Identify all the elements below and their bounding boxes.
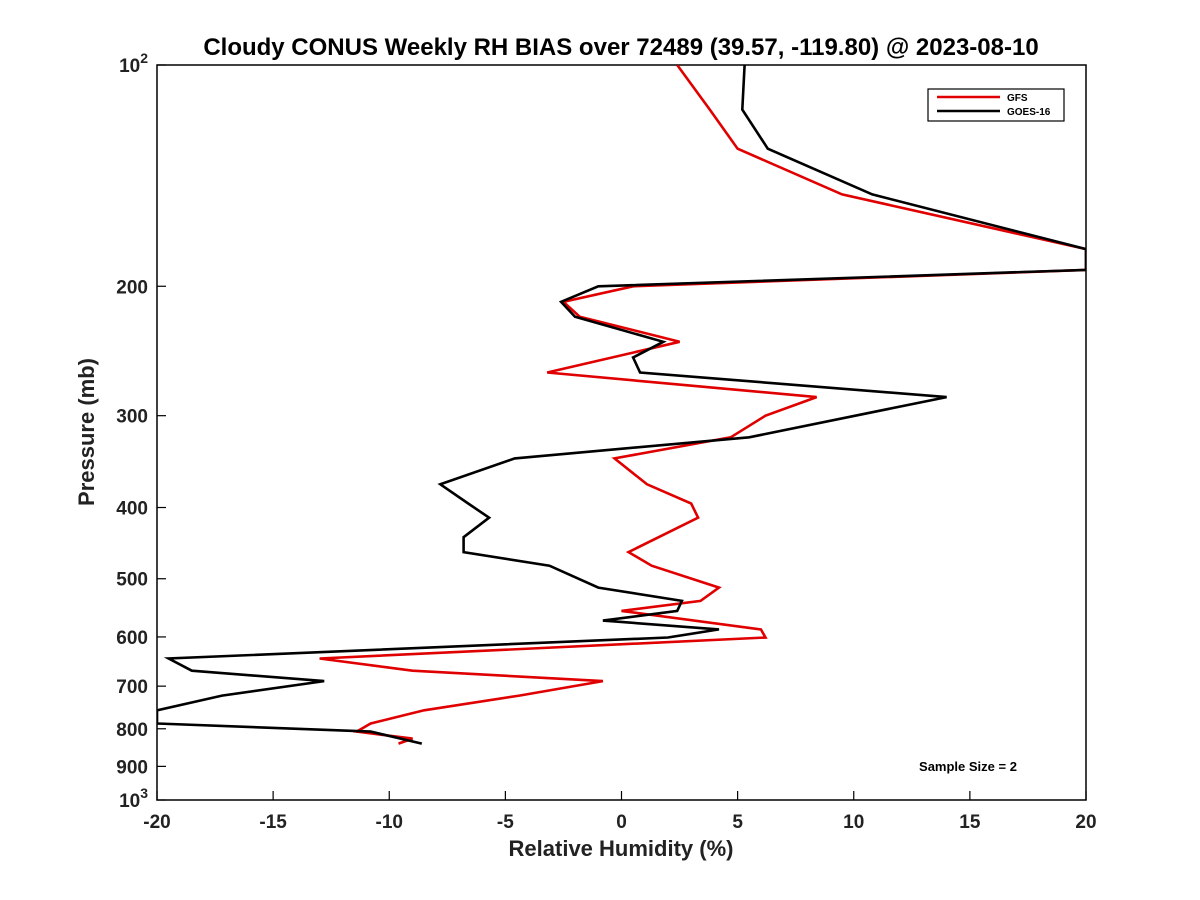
- y-tick-label: 102: [119, 50, 148, 77]
- x-tick-label: -15: [259, 812, 287, 833]
- legend-label: GFS: [1007, 93, 1028, 104]
- legend: GFS GOES-16: [927, 88, 1065, 122]
- legend-label: GOES-16: [1007, 107, 1051, 118]
- x-axis-ticks: -20 -15 -10 -5 0 5 10 15 20: [143, 791, 1097, 833]
- x-tick-label: -10: [376, 812, 403, 833]
- x-tick-label: -20: [143, 812, 170, 833]
- x-tick-label: 5: [732, 812, 743, 833]
- x-tick-label: 0: [616, 812, 627, 833]
- y-tick-base: 10: [119, 56, 140, 77]
- series-line-goes-16: [157, 65, 1086, 745]
- legend-box: [927, 88, 1065, 122]
- y-tick-exponent: 3: [140, 785, 148, 801]
- chart-title: Cloudy CONUS Weekly RH BIAS over 72489 (…: [203, 34, 1038, 61]
- y-tick-label: 103: [119, 785, 148, 812]
- y-tick-label: 200: [116, 277, 148, 298]
- series-line-gfs: [319, 65, 1086, 745]
- y-tick-base: 10: [119, 791, 140, 812]
- y-tick-label: 500: [116, 570, 148, 591]
- y-tick-label: 900: [116, 757, 148, 778]
- x-tick-label: 15: [959, 812, 981, 833]
- x-tick-label: -5: [497, 812, 514, 833]
- y-tick-label: 600: [116, 628, 148, 649]
- y-tick-label: 400: [116, 499, 148, 520]
- x-tick-label: 20: [1075, 812, 1096, 833]
- x-axis-label: Relative Humidity (%): [509, 836, 734, 861]
- y-tick-label: 700: [116, 677, 148, 698]
- y-axis-label: Pressure (mb): [74, 358, 99, 506]
- x-tick-label: 10: [843, 812, 864, 833]
- series-lines: [157, 65, 1086, 745]
- y-tick-label: 800: [116, 720, 148, 741]
- plot-frame: [156, 64, 1087, 801]
- sample-size-annotation: Sample Size = 2: [919, 759, 1017, 774]
- y-tick-exponent: 2: [140, 50, 148, 66]
- y-tick-label: 300: [116, 407, 148, 428]
